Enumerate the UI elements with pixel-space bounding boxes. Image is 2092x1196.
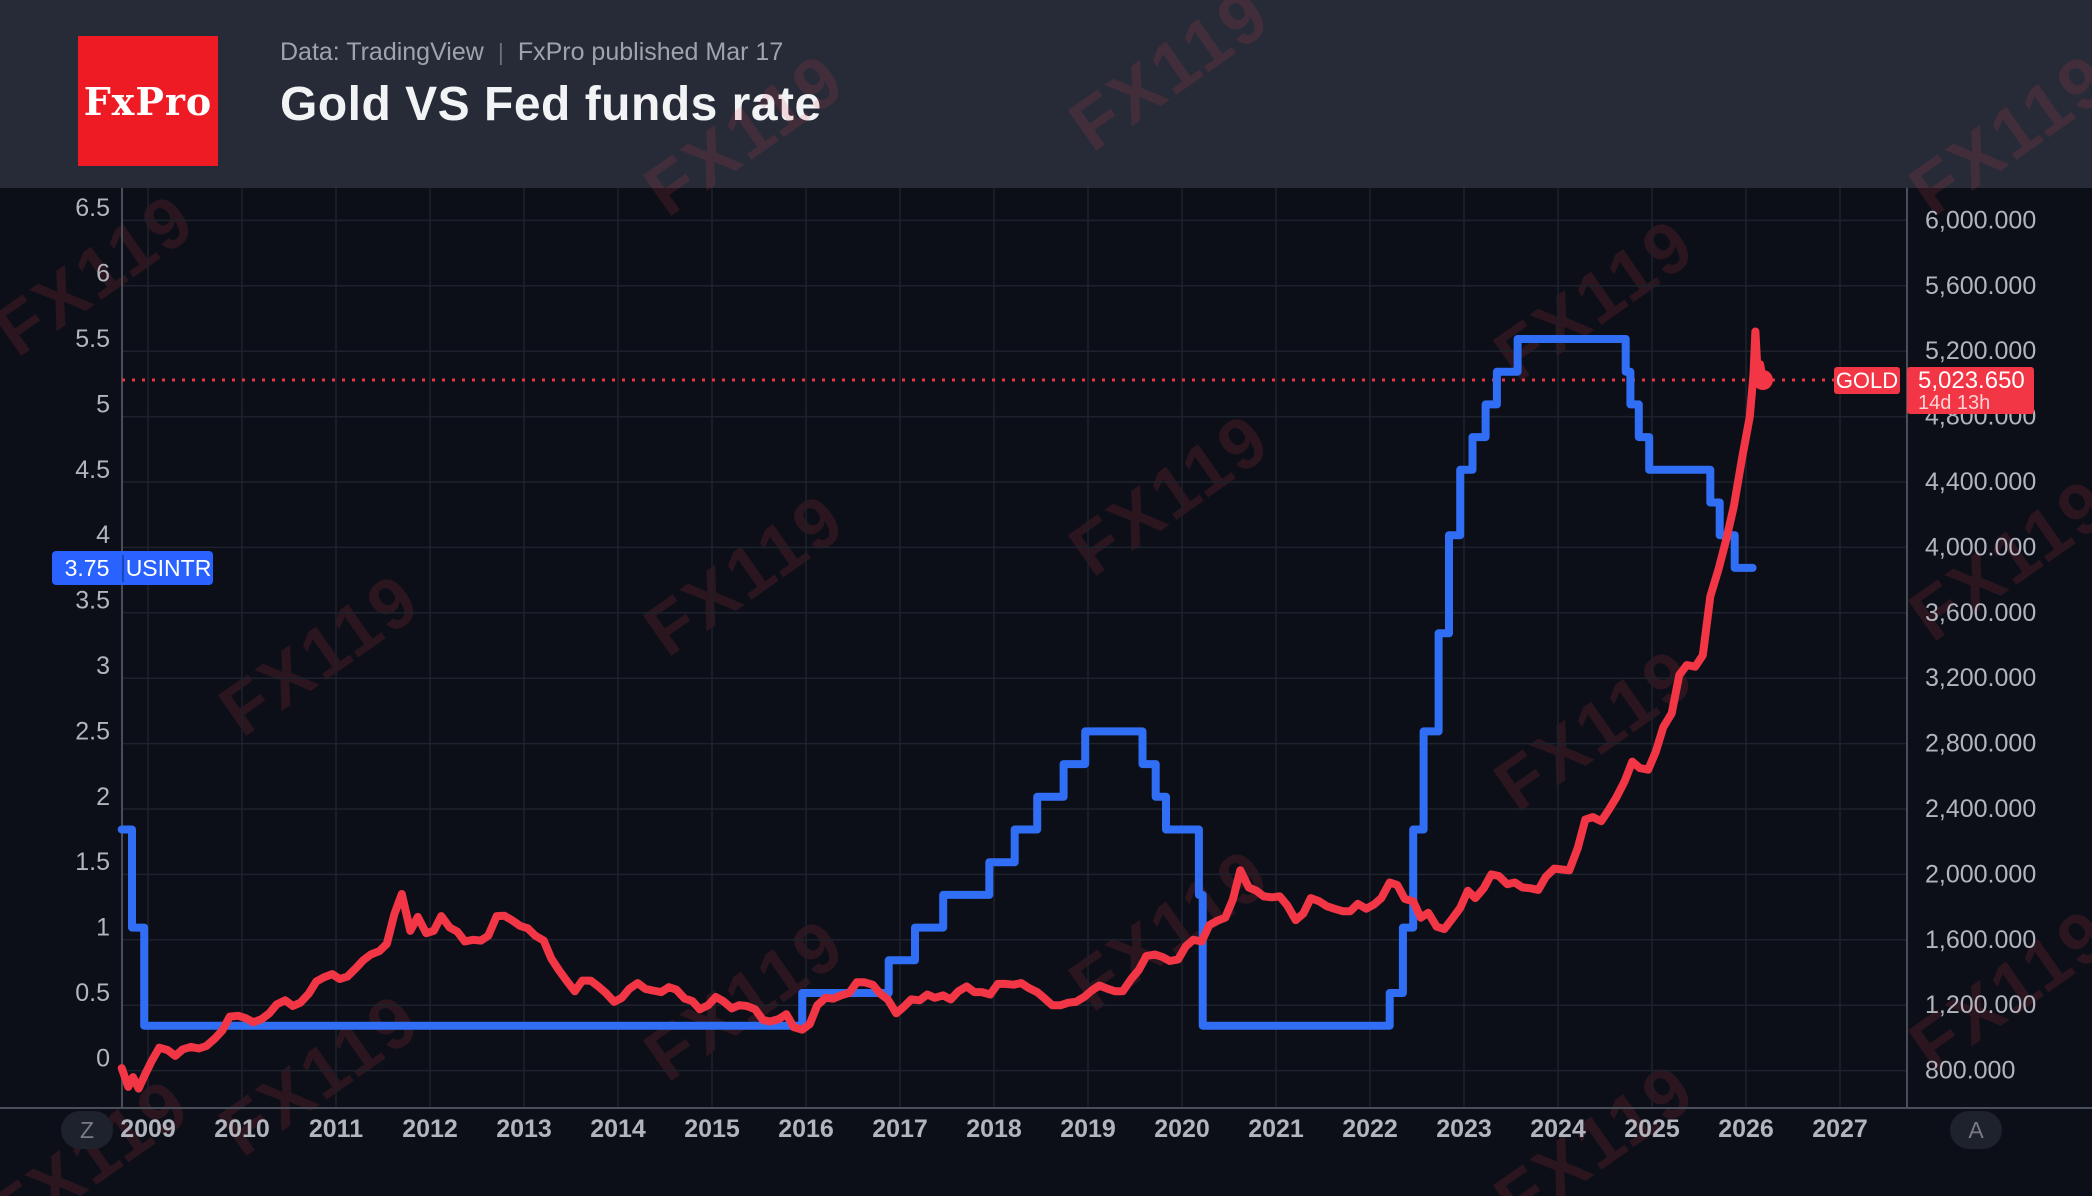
svg-text:6: 6 [96,260,110,288]
timezone-button[interactable]: Z [61,1111,113,1149]
svg-text:2,000.000: 2,000.000 [1925,860,2036,888]
svg-text:2023: 2023 [1436,1115,1492,1143]
source-line: Data: TradingView | FxPro published Mar … [280,38,822,67]
gold-series-label: GOLD [1834,367,1900,394]
svg-text:2027: 2027 [1812,1115,1868,1143]
svg-text:5,600.000: 5,600.000 [1925,272,2036,300]
header-text: Data: TradingView | FxPro published Mar … [280,38,822,132]
usintr-line[interactable] [117,335,1757,1030]
svg-text:2021: 2021 [1248,1115,1304,1143]
svg-text:3,600.000: 3,600.000 [1925,599,2036,627]
svg-text:3,200.000: 3,200.000 [1925,664,2036,692]
svg-text:2011: 2011 [309,1115,363,1143]
gold-price-badge: 5,023.650 14d 13h [1907,367,2034,414]
svg-text:2026: 2026 [1718,1115,1774,1143]
svg-text:2022: 2022 [1342,1115,1398,1143]
svg-text:4: 4 [96,521,110,549]
gold-last-point-marker [1752,370,1773,390]
svg-text:2,800.000: 2,800.000 [1925,730,2036,758]
right-axis-labels[interactable]: 800.000 1,200.000 1,600.000 2,000.000 2,400.… [1925,206,2036,1084]
svg-text:5,200.000: 5,200.000 [1925,337,2036,365]
svg-text:2017: 2017 [872,1115,928,1143]
svg-text:4,000.000: 4,000.000 [1925,533,2036,561]
svg-text:2013: 2013 [496,1115,552,1143]
chart-svg[interactable]: 0 0.5 1 1.5 2 2.5 3 3.5 4 4.5 5 5.5 6 6.5 800.000 1,200… [0,188,2092,1196]
svg-text:2014: 2014 [590,1115,646,1143]
gold-last-value: 5,023.650 [1918,367,2025,394]
chart-area[interactable]: 0 0.5 1 1.5 2 2.5 3 3.5 4 4.5 5 5.5 6 6.5 800.000 1,200… [0,188,2092,1196]
svg-text:1: 1 [96,914,110,942]
axis-lines [0,188,2092,1109]
fxpro-logo-text: FxPro [83,78,213,124]
usintr-last-value: 3.75 [52,554,124,582]
usintr-series-label: USINTR [125,554,212,581]
svg-text:800.000: 800.000 [1925,1057,2015,1085]
left-axis-labels[interactable]: 0 0.5 1 1.5 2 2.5 3 3.5 4 4.5 5 5.5 6 6.5 [75,194,110,1072]
svg-text:4.5: 4.5 [75,456,110,484]
svg-text:5: 5 [96,390,110,418]
gold-countdown: 14d 13h [1918,392,1991,414]
svg-text:1,600.000: 1,600.000 [1925,926,2036,954]
header: FxPro Data: TradingView | FxPro publishe… [0,0,2092,188]
svg-text:3.5: 3.5 [75,587,110,615]
svg-text:6,000.000: 6,000.000 [1925,206,2036,234]
gold-line[interactable] [117,327,1767,1093]
svg-text:6.5: 6.5 [75,194,110,222]
svg-text:1,200.000: 1,200.000 [1925,991,2036,1019]
svg-text:2018: 2018 [966,1115,1022,1143]
separator: | [497,39,504,65]
svg-text:0.5: 0.5 [75,979,110,1007]
svg-text:3: 3 [96,652,110,680]
usintr-price-badge: 3.75 USINTR [52,551,213,585]
data-source-label: Data: TradingView [280,38,484,66]
time-axis-labels[interactable]: 2009 2010 2011 2012 2013 2014 2015 2016 2017 2018… [120,1115,1868,1143]
svg-text:4,400.000: 4,400.000 [1925,468,2036,496]
svg-text:2: 2 [96,783,110,811]
svg-text:2020: 2020 [1154,1115,1210,1143]
svg-text:2015: 2015 [684,1115,740,1143]
svg-text:2,400.000: 2,400.000 [1925,795,2036,823]
svg-text:1.5: 1.5 [75,848,110,876]
svg-text:5.5: 5.5 [75,325,110,353]
svg-text:2012: 2012 [402,1115,458,1143]
svg-text:0: 0 [96,1044,110,1072]
svg-text:2010: 2010 [214,1115,270,1143]
svg-text:2009: 2009 [120,1115,176,1143]
page-title: Gold VS Fed funds rate [280,78,822,131]
svg-text:2025: 2025 [1624,1115,1680,1143]
auto-scale-button[interactable]: A [1950,1111,2002,1149]
svg-text:2024: 2024 [1530,1115,1586,1143]
fxpro-logo: FxPro [78,36,218,166]
svg-text:2016: 2016 [778,1115,834,1143]
published-label: FxPro published Mar 17 [517,38,784,66]
gridlines [122,188,1907,1108]
svg-text:2019: 2019 [1060,1115,1116,1143]
svg-text:2.5: 2.5 [75,717,110,745]
